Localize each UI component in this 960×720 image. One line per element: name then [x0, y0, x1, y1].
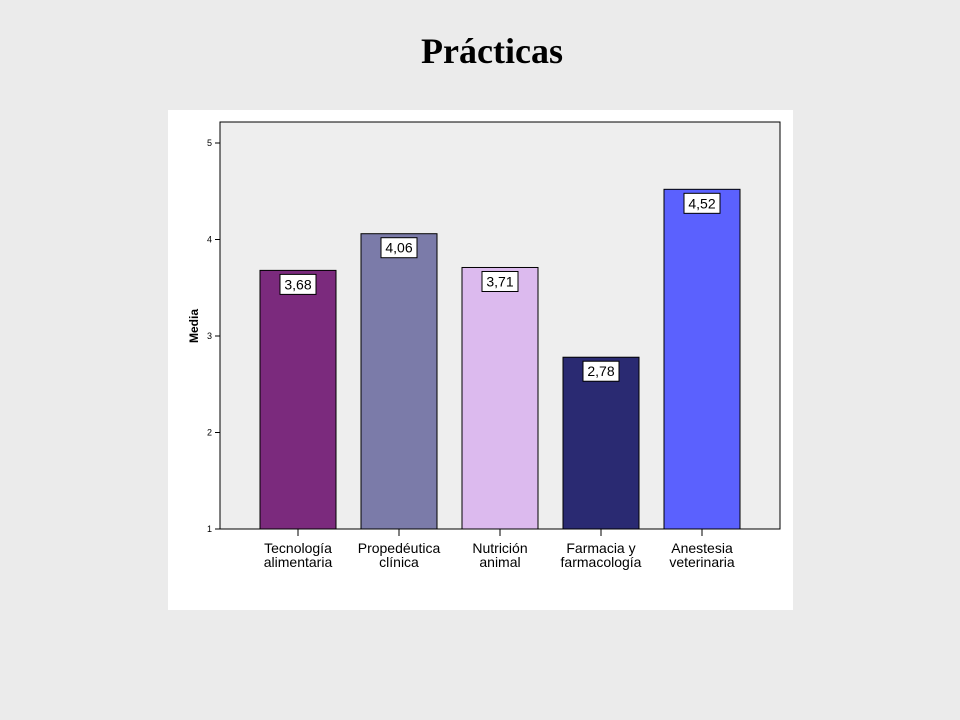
- y-tick-label: 4: [207, 235, 212, 245]
- x-tick-label: farmacología: [561, 554, 642, 570]
- data-label-box: [279, 273, 317, 295]
- slide-title: Prácticas: [421, 31, 563, 71]
- x-tick-label: alimentaria: [264, 554, 333, 570]
- x-tick-label: veterinaria: [669, 554, 735, 570]
- data-label: 2,78: [587, 363, 614, 379]
- y-tick-label: 3: [207, 331, 212, 341]
- data-label: 3,71: [486, 273, 513, 289]
- data-label: 4,52: [688, 195, 715, 211]
- y-axis-label: Media: [187, 309, 201, 343]
- data-label-box: [380, 237, 418, 259]
- y-tick-label: 2: [207, 428, 212, 438]
- x-tick-label: animal: [479, 554, 520, 570]
- x-tick-label: Nutrición: [472, 540, 527, 556]
- y-axis: 1 2 3 4 5: [207, 138, 220, 534]
- data-label: 3,68: [284, 276, 311, 292]
- data-label-box: [582, 360, 620, 382]
- x-tick-label: Anestesia: [671, 540, 733, 556]
- bar: [461, 266, 539, 530]
- data-label: 4,06: [385, 240, 412, 256]
- bar: [663, 188, 741, 530]
- chart-panel: 1 2 3 4 5 3,68 4,06 3,71 2,78 4,52 Tecnología ali…: [168, 110, 793, 610]
- x-tick-label: Tecnología: [264, 540, 332, 556]
- data-label-box: [481, 270, 519, 292]
- x-tick-label: Farmacia y: [566, 540, 635, 556]
- x-tick-label: clínica: [379, 554, 419, 570]
- y-tick-label: 5: [207, 138, 212, 148]
- bar: [360, 233, 438, 530]
- y-tick-label: 1: [207, 524, 212, 534]
- bar: [259, 269, 337, 530]
- bar-chart: 1 2 3 4 5 3,68 4,06 3,71 2,78 4,52 Tecnologíaali…: [187, 121, 781, 570]
- data-label-box: [683, 192, 721, 214]
- bars: 3,68 4,06 3,71 2,78 4,52: [259, 188, 741, 530]
- bar: [562, 356, 640, 530]
- x-tick-label: Propedéutica: [358, 540, 441, 556]
